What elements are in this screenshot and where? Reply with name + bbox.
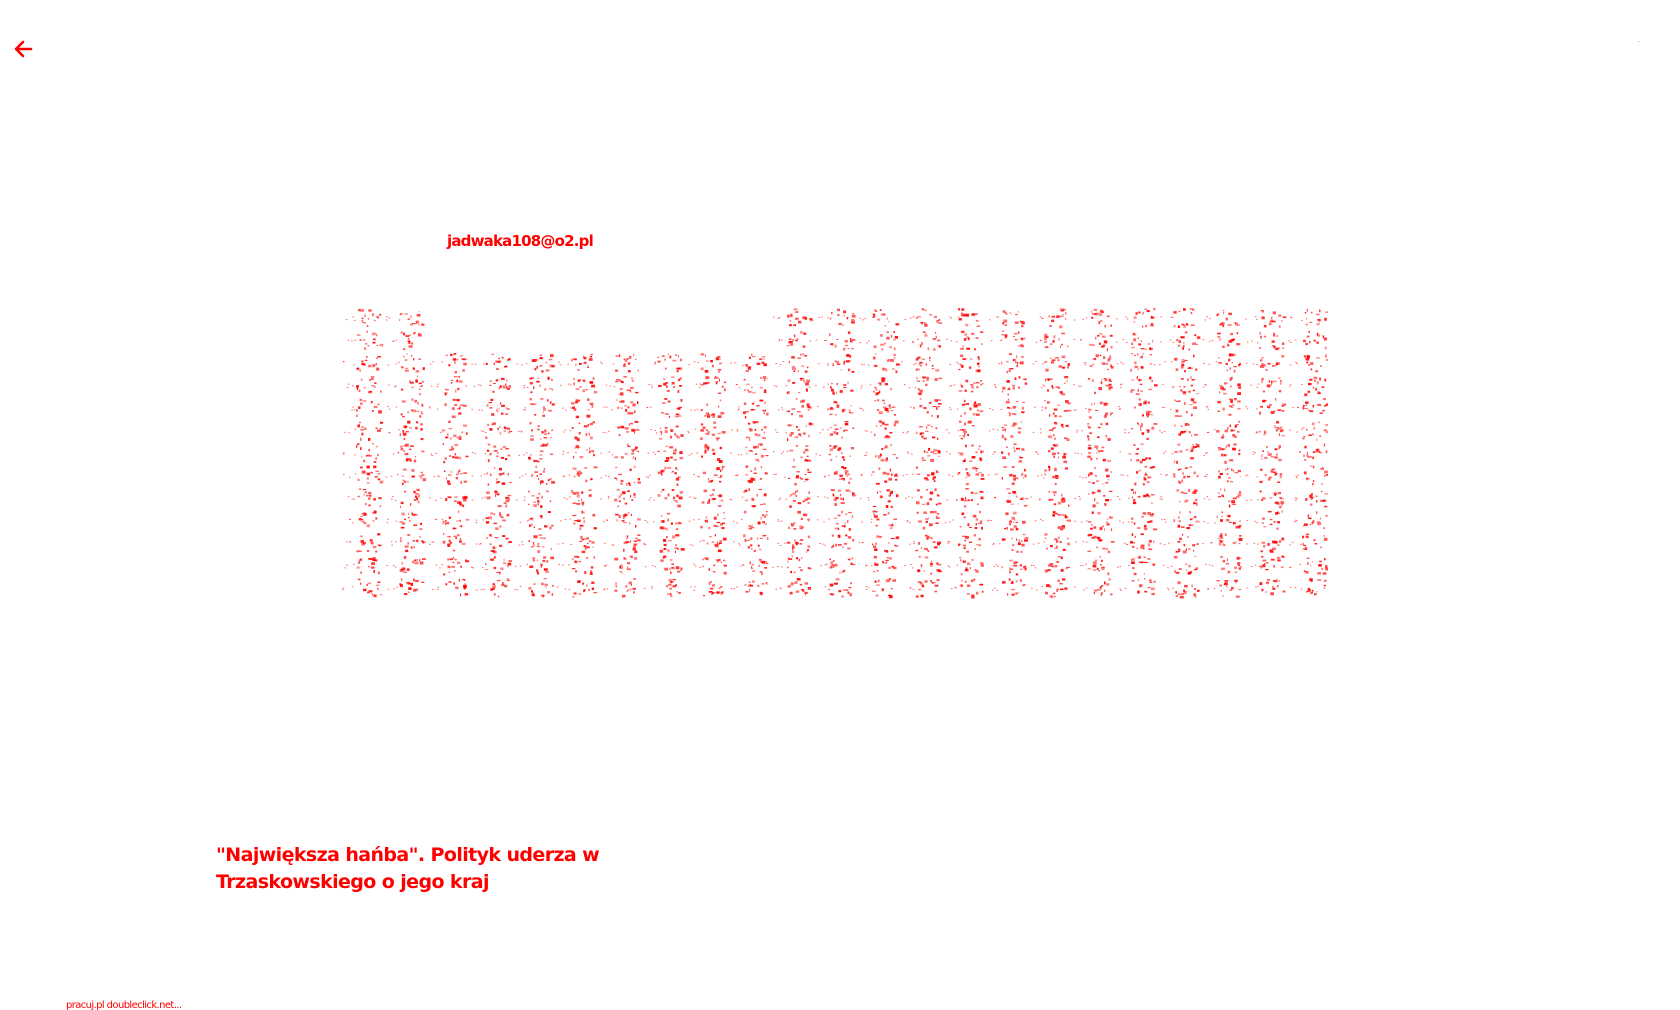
back-button[interactable] [12,38,34,60]
garbled-glyph-pattern [342,308,1328,599]
corner-mark: · [1638,39,1640,46]
garbled-glyph-block [342,306,1328,610]
arrow-left-icon [14,40,33,58]
account-email: jadwaka108@o2.pl [447,232,594,250]
article-headline-link[interactable]: "Największa hańba". Polityk uderza w Trz… [216,844,600,893]
source-url[interactable]: pracuj.pl doubleclick.net... [66,1000,182,1010]
